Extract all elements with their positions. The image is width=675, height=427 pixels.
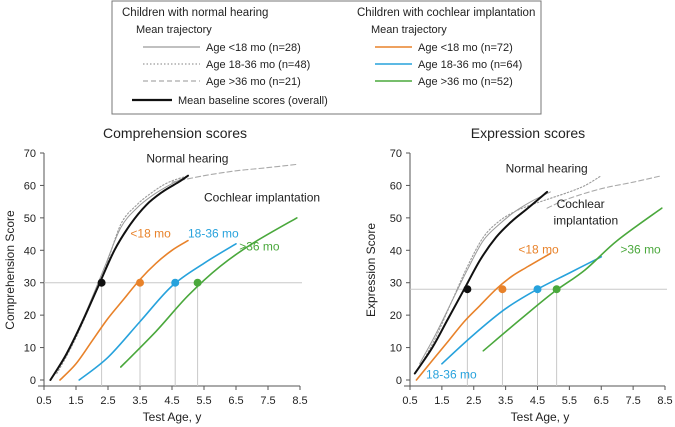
expression-ytick-label: 20 [390, 310, 402, 322]
comprehension-xtick-label: 7.5 [260, 395, 275, 407]
comprehension-ytick-label: 20 [24, 310, 36, 322]
legend-frame [111, 0, 542, 115]
expression-xtick-label: 7.5 [625, 395, 640, 407]
comprehension-series-baseline [49, 174, 189, 381]
legend-item-ci-lt18: Age <18 mo (n=72) [418, 42, 513, 54]
comprehension-panel: Comprehension scores Comprehension Score… [3, 125, 320, 424]
legend-item-nh-gt36: Age >36 mo (n=21) [206, 76, 301, 88]
comprehension-ytick-label: 10 [24, 343, 36, 355]
expression-series-ci_gt36 [482, 207, 663, 352]
expression-xtick-label: 0.5 [402, 395, 417, 407]
comprehension-ylabel: Comprehension Score [3, 210, 17, 330]
comprehension-annotation: Normal hearing [146, 152, 228, 166]
comprehension-xtick-label: 3.5 [132, 395, 147, 407]
legend-normal-header: Children with normal hearing [122, 7, 268, 19]
comprehension-marker-ci_18_36 [171, 278, 180, 287]
expression-xtick-label: 2.5 [466, 395, 481, 407]
expression-panel: Expression scores Expression Score Test … [364, 125, 673, 424]
comprehension-ytick-label: 50 [24, 213, 36, 225]
expression-marker-ci_gt36 [552, 285, 561, 294]
expression-series-nh_18_36 [419, 175, 602, 368]
expression-xtick-label: 3.5 [498, 395, 513, 407]
comprehension-xtick-label: 1.5 [68, 395, 83, 407]
legend-item-nh-18-36: Age 18-36 mo (n=48) [206, 59, 310, 71]
comprehension-title: Comprehension scores [103, 125, 247, 141]
expression-xtick-label: 4.5 [530, 395, 545, 407]
expression-ytick-label: 70 [390, 148, 402, 160]
expression-annotation: Cochlear [557, 197, 605, 211]
expression-ytick-label: 40 [390, 245, 402, 257]
expression-annotation: 18-36 mo [426, 367, 477, 381]
legend: Children with normal hearing Mean trajec… [111, 0, 542, 115]
expression-marker-ci_lt18 [498, 285, 507, 294]
comprehension-xtick-label: 0.5 [36, 395, 51, 407]
expression-annotation: implantation [553, 213, 618, 227]
comprehension-annotation: Cochlear implantation [204, 191, 320, 205]
comprehension-ytick-label: 60 [24, 180, 36, 192]
comprehension-ytick-label: 70 [24, 148, 36, 160]
comprehension-ytick-label: 40 [24, 245, 36, 257]
expression-xtick-label: 1.5 [434, 395, 449, 407]
expression-marker-baseline [463, 285, 472, 294]
expression-series-nh_gt36 [546, 175, 663, 209]
expression-xtick-label: 6.5 [594, 395, 609, 407]
comprehension-marker-ci_lt18 [136, 278, 144, 287]
expression-xtick-label: 5.5 [562, 395, 577, 407]
expression-ylabel: Expression Score [364, 223, 378, 317]
expression-xtick-label: 8.5 [657, 395, 672, 407]
expression-ytick-label: 50 [390, 213, 402, 225]
legend-item-ci-gt36: Age >36 mo (n=52) [418, 76, 513, 88]
comprehension-annotation: 18-36 mo [188, 226, 239, 240]
expression-annotation: <18 mo [518, 243, 559, 257]
expression-series-ci_lt18 [415, 252, 552, 381]
legend-ci-subheader: Mean trajectory [371, 24, 447, 36]
legend-item-baseline: Mean baseline scores (overall) [178, 95, 328, 107]
expression-ytick-label: 30 [390, 278, 402, 290]
comprehension-ytick-label: 30 [24, 278, 36, 290]
comprehension-marker-ci_gt36 [193, 278, 202, 287]
legend-ci-header: Children with cochlear implantation [357, 7, 535, 19]
comprehension-plot-area: 0 10 20 30 40 50 60 70 0.5 1.5 2.5 3.5 4.5 5.5 6.5 7.5 8… [24, 148, 320, 407]
comprehension-xtick-label: 6.5 [228, 395, 243, 407]
expression-annotation: >36 mo [620, 243, 661, 257]
comprehension-series-ci_gt36 [120, 217, 298, 368]
comprehension-xtick-label: 8.5 [292, 395, 307, 407]
expression-ytick-label: 0 [396, 375, 402, 387]
comprehension-annotation: >36 mo [239, 239, 280, 253]
comprehension-series-nh_18_36 [56, 175, 189, 375]
expression-series-baseline [413, 190, 549, 375]
expression-xlabel: Test Age, y [511, 410, 570, 424]
expression-annotation: Normal hearing [506, 161, 588, 175]
comprehension-series-nh_gt36 [171, 163, 298, 183]
comprehension-xtick-label: 5.5 [196, 395, 211, 407]
legend-item-ci-18-36: Age 18-36 mo (n=64) [418, 59, 522, 71]
comprehension-series-ci_lt18 [59, 239, 189, 381]
expression-ytick-label: 60 [390, 180, 402, 192]
comprehension-xlabel: Test Age, y [143, 410, 202, 424]
legend-item-nh-lt18: Age <18 mo (n=28) [206, 42, 301, 54]
comprehension-xtick-label: 2.5 [100, 395, 115, 407]
expression-ytick-label: 10 [390, 343, 402, 355]
expression-plot-area: 0 10 20 30 40 50 60 70 0.5 1.5 2.5 3.5 4.5 5.5 6.5 7.5 8… [390, 148, 673, 407]
comprehension-annotation: <18 mo [130, 226, 171, 240]
comprehension-series-ci_18_36 [78, 243, 237, 381]
expression-series-ci_18_36 [441, 256, 603, 365]
comprehension-marker-baseline [97, 278, 106, 287]
comprehension-xtick-label: 4.5 [164, 395, 179, 407]
comprehension-ytick-label: 0 [30, 375, 36, 387]
expression-series-nh_lt18 [419, 191, 551, 365]
expression-marker-ci_18_36 [533, 285, 542, 294]
expression-title: Expression scores [471, 125, 585, 141]
legend-normal-subheader: Mean trajectory [136, 24, 212, 36]
